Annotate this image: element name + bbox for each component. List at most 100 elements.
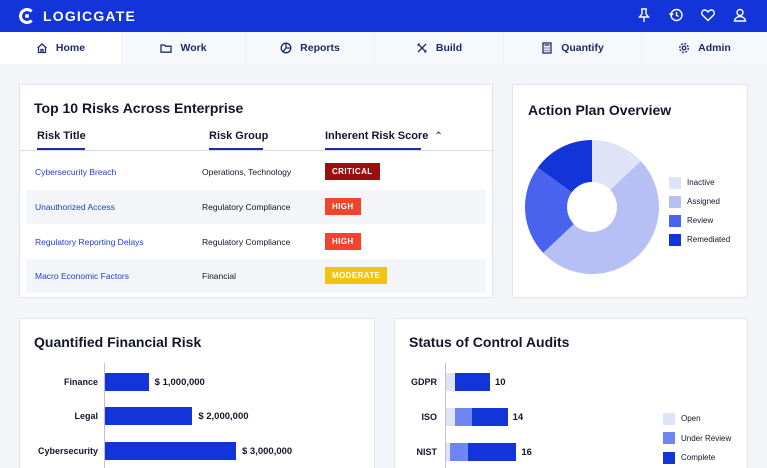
history-icon[interactable] [667,6,685,24]
logo-icon [19,8,35,24]
brand-name: LOGICGATE [43,8,136,24]
audit-segment-open [446,373,455,391]
column-risk-group[interactable]: Risk Group [209,130,269,142]
table-row: Macro Economic Factors Financial MODERAT… [26,259,486,293]
heart-icon[interactable] [699,6,717,24]
tab-admin[interactable]: Admin [642,32,767,64]
tab-reports-label: Reports [300,42,340,54]
risk-score-badge: MODERATE [325,267,388,284]
legend-item-assigned: Assigned [669,192,730,211]
table-row: Cybersecurity Breach Operations, Technol… [26,155,486,189]
risk-group-text: Regulatory Compliance [202,237,291,247]
audit-segment-complete [472,408,508,426]
legend-swatch [663,451,675,464]
tab-work[interactable]: Work [122,32,246,64]
column-risk-title[interactable]: Risk Title [37,130,86,142]
audit-segment-under-review [450,443,468,461]
donut-slice-inactive[interactable] [592,140,641,190]
risk-title-link[interactable]: Regulatory Reporting Delays [35,237,144,247]
pin-icon[interactable] [635,6,653,24]
control-audits-title: Status of Control Audits [409,334,570,350]
tab-home-label: Home [55,42,86,54]
action-plan-donut-chart [525,140,659,274]
tab-build[interactable]: Build [375,32,504,64]
legend-item-open: Open [663,409,731,429]
tab-work-label: Work [180,42,207,54]
audit-segment-complete [454,373,490,391]
risk-group-text: Operations, Technology [202,167,292,177]
financial-risk-card: Quantified Financial Risk Finance $ 1,000… [19,318,375,468]
donut-slice-remediated[interactable] [537,140,592,193]
top-actions [635,6,749,24]
audit-legend: Open Under Review Complete [663,409,731,468]
legend-item-complete: Complete [663,448,731,468]
action-plan-title: Action Plan Overview [528,102,672,118]
sort-up-icon[interactable]: ⌃ [434,131,443,142]
action-plan-card: Action Plan Overview Inactive Assigned R… [512,84,748,298]
legend-item-under-review: Under Review [663,429,731,449]
risk-score-badge: HIGH [325,233,361,250]
table-header-divider [20,150,494,151]
financial-bar-value: $ 3,000,000 [242,446,293,457]
audit-segment-under-review [454,408,473,426]
financial-bar-legal[interactable] [105,407,193,425]
audit-bar-label: ISO [421,412,437,422]
financial-bar-finance[interactable] [105,373,149,391]
tools-icon [416,42,428,54]
home-icon [36,42,48,54]
gear-icon [678,42,690,54]
audit-bar-iso[interactable] [446,408,508,426]
legend-label: Open [681,414,701,424]
financial-bar-cybersecurity[interactable] [105,442,236,460]
legend-label: Review [687,216,714,225]
audit-bar-value: 10 [495,377,506,388]
financial-bar-label: Cybersecurity [37,446,98,456]
column-risk-title-underline [37,148,85,150]
tab-quantify-label: Quantify [561,42,604,54]
brand-logo[interactable]: LOGICGATE [19,8,136,24]
donut-slice-assigned[interactable] [543,161,659,274]
risk-group-text: Financial [202,271,237,281]
action-plan-legend: Inactive Assigned Review Remediated [669,173,730,249]
top-bar: LOGICGATE [0,0,767,32]
risk-title-link[interactable]: Macro Economic Factors [35,271,129,281]
legend-swatch [669,176,681,189]
audit-bar-value: 14 [512,412,524,423]
tab-build-label: Build [435,42,463,54]
legend-swatch [663,412,675,425]
risk-title-link[interactable]: Cybersecurity Breach [35,167,117,177]
legend-item-remediated: Remediated [669,230,730,249]
top-risks-card: Top 10 Risks Across Enterprise Risk Titl… [19,84,494,298]
audit-bar-label: GDPR [410,377,437,387]
donut-slice-review[interactable] [525,167,574,253]
audit-bar-label: NIST [416,447,437,457]
financial-bar-label: Finance [63,377,98,387]
financial-risk-title: Quantified Financial Risk [34,334,202,350]
audit-bar-nist[interactable] [446,443,517,461]
legend-label: Remediated [687,235,731,244]
top-risks-title: Top 10 Risks Across Enterprise [34,100,244,116]
legend-item-review: Review [669,211,730,230]
audit-segment-open [446,408,455,426]
legend-swatch [669,214,681,227]
control-audits-card: Status of Control Audits GDPR 10 ISO 14 NIST… [394,318,748,468]
legend-swatch [669,233,681,246]
main-nav: Home Work Reports Build Quantify Admin [0,32,767,64]
table-row: Unauthorized Access Regulatory Complianc… [26,190,486,224]
folder-icon [160,42,173,54]
column-inherent-risk-score[interactable]: Inherent Risk Score ⌃ [325,130,443,142]
user-icon[interactable] [731,6,749,24]
tab-quantify[interactable]: Quantify [504,32,642,64]
audit-segment-open [446,443,451,461]
risk-score-badge: CRITICAL [325,163,380,180]
calculator-icon [541,42,553,54]
financial-bar-value: $ 2,000,000 [198,411,249,422]
tab-home[interactable]: Home [0,32,122,64]
legend-label: Inactive [687,178,715,187]
tab-reports[interactable]: Reports [246,32,375,64]
audit-segment-complete [467,443,517,461]
risk-title-link[interactable]: Unauthorized Access [35,202,115,212]
legend-swatch [669,195,681,208]
financial-bar-label: Legal [74,411,98,421]
audit-bar-gdpr[interactable] [446,373,490,391]
